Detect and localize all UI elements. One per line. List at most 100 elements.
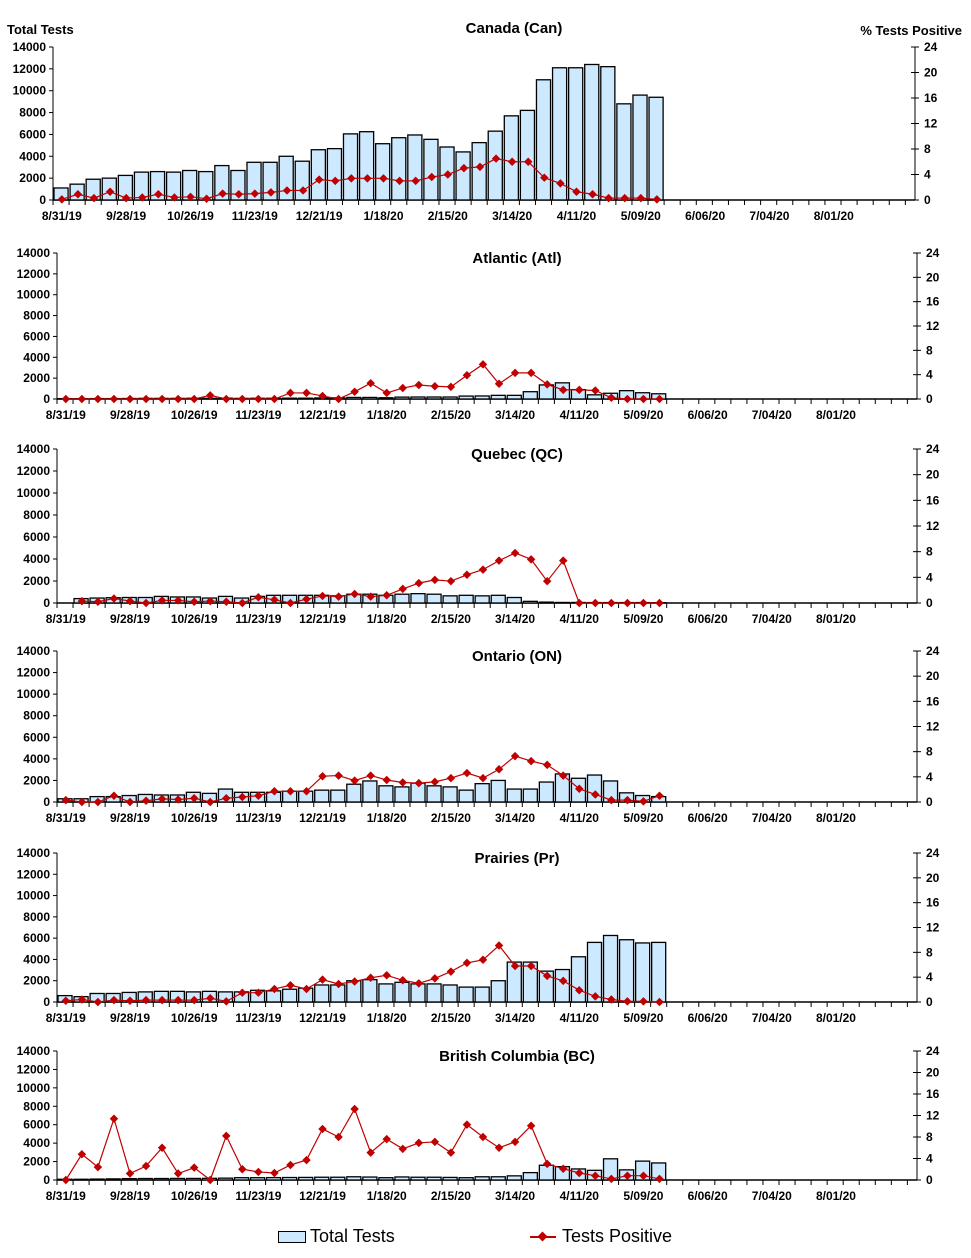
- positive-point: [382, 591, 391, 600]
- positive-point: [558, 385, 568, 395]
- left-tick-label: 8000: [19, 106, 46, 120]
- positive-point: [125, 1169, 135, 1178]
- bar: [314, 1176, 330, 1181]
- positive-point: [494, 1143, 504, 1152]
- bar: [648, 96, 664, 201]
- bar: [265, 1176, 282, 1181]
- bar: [378, 785, 394, 803]
- positive-point: [526, 368, 536, 378]
- bar: [584, 63, 600, 201]
- left-tick-label: 12000: [17, 666, 51, 680]
- positive-point: [366, 378, 375, 388]
- x-tick-label: 8/01/20: [816, 811, 856, 825]
- positive-point: [334, 592, 343, 601]
- positive-line: [65, 363, 660, 400]
- positive-point: [125, 394, 135, 404]
- bar: [474, 595, 490, 604]
- left-tick-label: 8000: [23, 508, 50, 522]
- panel-title: Atlantic (Atl): [472, 250, 561, 267]
- bar: [506, 1175, 522, 1181]
- bar: [616, 103, 632, 201]
- left-tick-label: 4000: [19, 149, 46, 163]
- x-tick-label: 1/18/20: [363, 209, 403, 223]
- bar: [310, 149, 327, 201]
- left-tick-label: 10000: [17, 1081, 51, 1095]
- panel-title: Quebec (QC): [471, 446, 563, 463]
- bar: [281, 397, 298, 400]
- right-tick-label: 12: [926, 720, 940, 734]
- bar: [249, 1177, 266, 1181]
- positive-point: [478, 773, 488, 783]
- right-tick-label: 20: [926, 468, 940, 482]
- bar: [442, 786, 458, 803]
- left-tick-label: 0: [43, 596, 50, 610]
- positive-point: [623, 795, 632, 805]
- positive-point: [575, 784, 584, 794]
- positive-point: [510, 961, 520, 971]
- positive-point: [591, 598, 600, 608]
- bar: [618, 939, 635, 1003]
- positive-point: [334, 979, 343, 989]
- positive-point: [655, 598, 664, 608]
- positive-point: [350, 977, 359, 986]
- x-tick-label: 4/11/20: [560, 1011, 600, 1025]
- right-tick-label: 16: [924, 91, 938, 105]
- left-tick-label: 10000: [17, 889, 51, 903]
- positive-point: [218, 189, 227, 198]
- bar: [490, 594, 506, 604]
- positive-point: [414, 1138, 424, 1148]
- bar: [265, 990, 282, 1003]
- bar: [538, 781, 555, 803]
- positive-point: [443, 170, 453, 179]
- x-tick-label: 10/26/19: [167, 209, 214, 223]
- left-tick-label: 14000: [17, 246, 51, 260]
- bar: [506, 961, 522, 1003]
- positive-point: [366, 973, 375, 983]
- left-tick-label: 0: [39, 193, 46, 207]
- positive-point: [382, 1134, 391, 1144]
- positive-point: [238, 394, 247, 404]
- positive-point: [446, 967, 456, 976]
- bar: [394, 786, 410, 803]
- bar: [346, 783, 362, 803]
- positive-point: [414, 979, 424, 988]
- bar: [330, 984, 346, 1003]
- legend-item-tests-positive: Tests Positive: [530, 1226, 672, 1247]
- positive-point: [607, 995, 616, 1004]
- right-tick-label: 0: [924, 193, 931, 207]
- x-tick-label: 9/28/19: [110, 1011, 150, 1025]
- positive-point: [302, 984, 311, 994]
- right-tick-label: 8: [926, 945, 933, 959]
- x-tick-label: 7/04/20: [752, 612, 792, 626]
- x-tick-label: 1/18/20: [367, 1011, 407, 1025]
- positive-point: [266, 188, 276, 197]
- positive-point: [382, 775, 391, 785]
- bar: [410, 593, 426, 604]
- positive-point: [318, 975, 327, 984]
- bar: [506, 596, 522, 604]
- positive-point: [655, 997, 664, 1007]
- x-tick-label: 11/23/19: [235, 1189, 281, 1203]
- bar: [651, 941, 667, 1003]
- x-tick-label: 11/23/19: [235, 612, 281, 626]
- positive-point: [607, 598, 616, 608]
- right-tick-label: 0: [926, 995, 933, 1009]
- x-tick-label: 12/21/19: [299, 1189, 346, 1203]
- positive-point: [398, 778, 408, 787]
- panel-4: Prairies (Pr) 0 2000 4000 6000 8000 10000 12000…: [17, 846, 940, 1025]
- left-tick-label: 2000: [23, 371, 50, 385]
- x-tick-label: 3/14/20: [495, 1011, 535, 1025]
- positive-point: [314, 175, 324, 184]
- positive-point: [202, 194, 211, 203]
- x-tick-label: 10/26/19: [171, 1011, 218, 1025]
- positive-point: [347, 174, 356, 183]
- bar: [362, 396, 378, 400]
- bar: [153, 1177, 169, 1181]
- bar: [378, 983, 394, 1003]
- bar: [522, 391, 538, 400]
- positive-point: [478, 1132, 488, 1142]
- right-tick-label: 20: [926, 1066, 940, 1080]
- bar: [586, 774, 603, 803]
- bar: [426, 785, 442, 803]
- right-tick-label: 12: [924, 117, 938, 131]
